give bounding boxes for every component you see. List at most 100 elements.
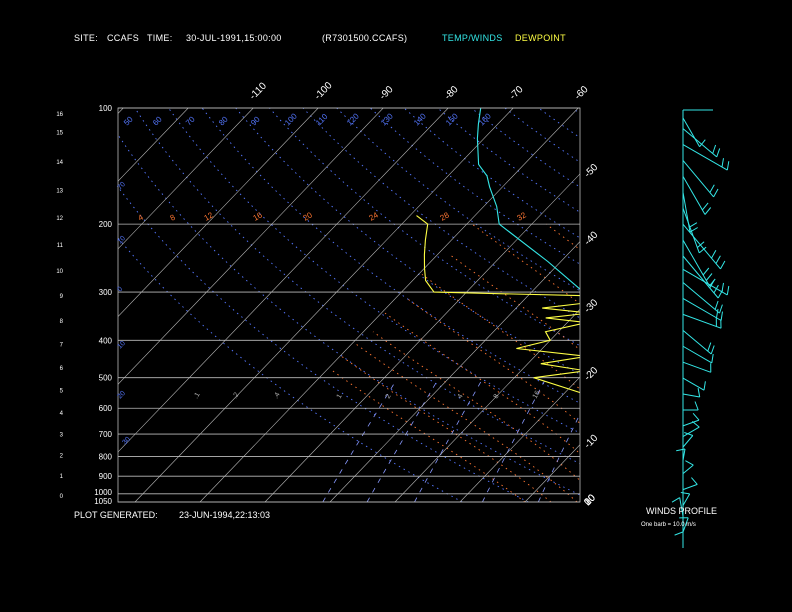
moist-adiabat-line [713, 224, 792, 502]
dry-adiabat-line [134, 108, 580, 465]
wind-barb [682, 313, 722, 329]
height-km-label: 13 [56, 188, 63, 194]
dry-adiabat-label: 140 [412, 111, 428, 127]
dry-adiabat-label: 150 [444, 111, 460, 127]
wind-barb-flag [684, 432, 693, 436]
height-km-label: 15 [56, 130, 63, 136]
isotherm-line [590, 108, 792, 502]
wind-barb [682, 255, 719, 299]
moist-adiabat-line [405, 297, 580, 424]
moist-adiabat-line [332, 370, 526, 502]
pressure-label: 800 [99, 452, 113, 461]
dry-adiabat-label: 120 [345, 111, 361, 127]
moist-adiabat-label: 16 [252, 210, 265, 223]
wind-barb [682, 282, 720, 314]
dry-adiabat-line [168, 108, 580, 434]
moist-adiabat-label: 28 [439, 210, 452, 223]
moist-adiabat-label: 4 [137, 212, 146, 222]
dry-adiabat-line [707, 108, 792, 502]
wind-barb-flag [707, 342, 712, 352]
wind-barb [682, 361, 711, 373]
dry-adiabat-line [235, 108, 580, 375]
dry-adiabat-label: 10 [116, 340, 127, 351]
dry-adiabat-label: 70 [184, 114, 197, 127]
dry-adiabat-line [504, 108, 580, 163]
pressure-label: 1050 [94, 497, 112, 506]
wind-barb-flag [704, 207, 712, 215]
plot-generated-value: 23-JUN-1994,22:13:03 [179, 510, 271, 520]
wind-barb-flag [703, 381, 706, 391]
isotherm-line [118, 108, 189, 182]
mixing-ratio-line [414, 380, 482, 502]
mixing-ratio-line [733, 381, 776, 502]
dry-adiabat-label: 130 [379, 111, 395, 127]
moist-adiabat-label: 20 [302, 210, 315, 223]
wind-barb-flag [712, 144, 717, 154]
wind-barb-flag [716, 148, 721, 158]
wind-barb-flag [689, 227, 698, 233]
isotherm-line [134, 108, 514, 502]
isotherm-line [118, 108, 319, 318]
dry-adiabat-line [336, 108, 580, 292]
wind-barb-flag [720, 260, 726, 270]
moist-adiabat-line [783, 224, 792, 502]
height-km-label: 4 [60, 411, 64, 417]
mixing-ratio-label: .1 [193, 391, 202, 400]
site-label: SITE: [74, 33, 99, 43]
dry-adiabat-line [118, 133, 580, 496]
height-km-label: 7 [60, 343, 64, 349]
mixing-ratio-label: 4 [457, 393, 465, 400]
moist-adiabat-label: 12 [203, 210, 216, 223]
wind-barb-flag [709, 278, 716, 287]
height-km-label: 8 [60, 319, 64, 325]
pressure-label: 700 [99, 430, 113, 439]
mixing-ratio-line [537, 413, 580, 502]
legend-dew: DEWPOINT [515, 33, 566, 43]
wind-barb [682, 176, 706, 215]
pressure-label: 1000 [94, 488, 112, 497]
moist-adiabat-label: 32 [516, 210, 529, 223]
height-km-label: 1 [60, 474, 64, 480]
isotherm-line [118, 108, 124, 114]
wind-barb-flag [685, 460, 694, 466]
dry-adiabat-line [201, 108, 580, 404]
mixing-ratio-label: .4 [273, 391, 282, 400]
isotherm-label: -100 [313, 80, 335, 102]
dry-adiabat-line [774, 108, 792, 502]
dry-adiabat-line [571, 108, 580, 115]
isotherm-label: -40 [582, 229, 600, 247]
dry-adiabat-label: 110 [314, 112, 330, 128]
dry-adiabat-line [640, 108, 792, 502]
dry-adiabat-label: 0 [116, 286, 124, 294]
file-id: (R7301500.CCAFS) [322, 33, 408, 43]
height-km-label: 3 [60, 432, 64, 438]
isotherm-label: -80 [443, 84, 461, 102]
wind-barb [682, 117, 701, 147]
height-km-label: 0 [60, 494, 64, 500]
wind-barb [682, 517, 689, 533]
wind-barb-flag [698, 246, 707, 254]
wind-barb-flag [716, 308, 719, 318]
wind-barb-flag [699, 139, 706, 148]
pressure-label: 600 [99, 404, 113, 413]
wind-barb [679, 497, 684, 517]
dry-adiabat-line [606, 108, 792, 502]
mixing-ratio-label: .2 [232, 391, 241, 400]
wind-barb [682, 144, 728, 171]
isotherm-line [785, 108, 792, 502]
dry-adiabat-label: 10 [116, 235, 127, 246]
mixing-ratio-label: 2 [385, 393, 393, 400]
mixing-ratio-label: 16 [532, 390, 542, 400]
isotherm-line [720, 108, 792, 502]
isotherm-line [199, 108, 579, 502]
isotherm-line [118, 108, 449, 453]
dry-adiabat-label: 80 [217, 114, 230, 127]
mixing-ratio-line [598, 381, 651, 502]
wind-barb [682, 128, 718, 158]
dry-adiabat-line [302, 108, 580, 319]
wind-barb [682, 298, 722, 321]
time-value: 30-JUL-1991,15:00:00 [186, 33, 282, 43]
time-label: TIME: [147, 33, 173, 43]
wind-barb [682, 239, 710, 287]
